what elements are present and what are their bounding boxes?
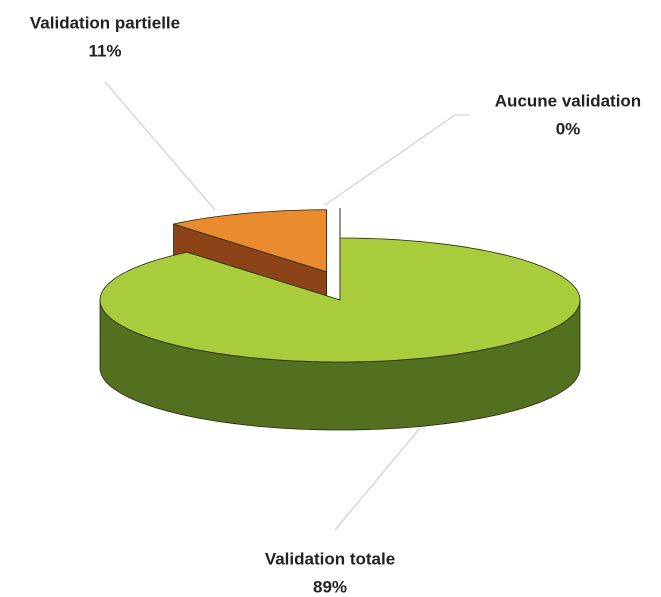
slice-label: Validation totale bbox=[265, 549, 395, 568]
value-label: 89% bbox=[313, 577, 347, 596]
value-label: 0% bbox=[556, 119, 581, 138]
slice bbox=[173, 209, 327, 273]
leader-line bbox=[334, 427, 421, 531]
leader-line bbox=[324, 114, 470, 206]
slice-label: Validation partielle bbox=[30, 13, 180, 32]
value-label: 11% bbox=[88, 41, 121, 60]
slice-label: Aucune validation bbox=[495, 91, 641, 110]
leader-line bbox=[104, 81, 216, 211]
slice bbox=[99, 237, 581, 363]
